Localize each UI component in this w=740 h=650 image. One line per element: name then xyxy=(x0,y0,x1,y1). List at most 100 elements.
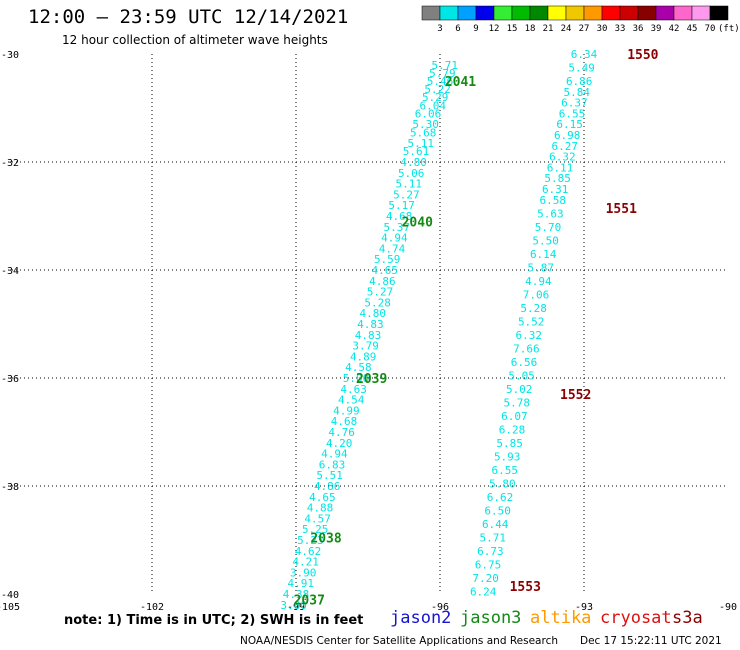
swh-value: 5.05 xyxy=(508,369,535,382)
swh-value: 6.55 xyxy=(559,107,586,120)
swh-value: 3.80 xyxy=(280,599,307,612)
color-scale-label: 24 xyxy=(561,24,572,34)
y-tick-label: -32 xyxy=(1,158,19,169)
chart-subtitle: 12 hour collection of altimeter wave hei… xyxy=(62,33,328,47)
color-scale-label: 45 xyxy=(687,24,698,34)
pass-time-label: 1550 xyxy=(627,48,658,63)
y-tick-label: -30 xyxy=(1,50,19,61)
swh-value: 5.17 xyxy=(388,199,415,212)
swh-value: 7.66 xyxy=(513,342,540,355)
swh-value: 7.06 xyxy=(523,288,550,301)
y-tick-label: -36 xyxy=(1,374,19,385)
color-swatch xyxy=(421,5,441,21)
pass-time-label: 1551 xyxy=(606,202,637,217)
pass-time-label: 2038 xyxy=(310,531,341,546)
legend-jason3: jason3 xyxy=(460,608,522,628)
color-scale: 3 6 9 12 15 18 21 24 27 30 33 36 39 42 45 70 (ft) xyxy=(421,5,740,34)
color-scale-label: 15 xyxy=(507,24,518,34)
swh-value: 4.65 xyxy=(309,491,336,504)
swh-value: 4.21 xyxy=(292,556,319,569)
swh-value: 5.50 xyxy=(532,234,559,247)
legend-jason2: jason2 xyxy=(390,608,452,628)
y-tick-label: -38 xyxy=(1,482,19,493)
swh-value: 5.71 xyxy=(432,59,459,72)
color-swatch xyxy=(457,5,477,21)
swh-value: 5.30 xyxy=(412,118,439,131)
color-scale-label: 33 xyxy=(615,24,626,34)
swh-value: 5.63 xyxy=(537,207,564,220)
legend-altika: altika xyxy=(530,608,592,628)
swh-value: 4.68 xyxy=(386,210,413,223)
swh-value: 5.61 xyxy=(403,145,430,158)
swh-value: 5.51 xyxy=(316,469,343,482)
swh-value: 4.63 xyxy=(340,383,367,396)
swh-value: 4.38 xyxy=(283,588,310,601)
swh-value: 3.90 xyxy=(290,566,317,579)
swh-value: 6.73 xyxy=(477,545,504,558)
swh-value: 5.78 xyxy=(504,396,531,409)
swh-value: 4.86 xyxy=(314,480,341,493)
x-tick-label: -90 xyxy=(719,602,737,613)
swh-value: 5.70 xyxy=(535,221,562,234)
color-scale-label: 70 xyxy=(705,24,716,34)
swh-value: 6.44 xyxy=(482,518,509,531)
swh-value: 4.68 xyxy=(331,415,358,428)
swh-value: 6.15 xyxy=(556,118,583,131)
plot-area xyxy=(8,54,728,594)
chart-title: 12:00 – 23:59 UTC 12/14/2021 xyxy=(28,6,349,28)
color-swatch xyxy=(583,5,603,21)
swh-value: 5.79 xyxy=(429,67,456,80)
swh-value: 5.29 xyxy=(422,91,449,104)
color-scale-unit: (ft) xyxy=(718,24,740,34)
x-tick-label: -99 xyxy=(287,602,305,613)
swh-values: 5.715.795.465.225.296.046.065.305.685.11… xyxy=(280,48,597,612)
swh-value: 6.83 xyxy=(319,458,346,471)
color-swatch xyxy=(601,5,621,21)
swh-value: 4.89 xyxy=(350,350,377,363)
swh-value: 5.02 xyxy=(506,383,533,396)
swh-value: 6.34 xyxy=(571,48,598,61)
swh-value: 6.31 xyxy=(542,183,569,196)
swh-value: 6.27 xyxy=(552,140,579,153)
color-scale-label: 3 xyxy=(437,24,442,34)
swh-value: 7.20 xyxy=(472,572,499,585)
swh-value: 4.80 xyxy=(360,307,387,320)
color-swatch xyxy=(439,5,459,21)
swh-value: 6.24 xyxy=(470,585,497,598)
y-tick-label: -34 xyxy=(1,266,19,277)
swh-value: 4.83 xyxy=(355,329,382,342)
swh-value: 3.79 xyxy=(352,340,379,353)
swh-value: 5.27 xyxy=(367,286,394,299)
color-scale-label: 21 xyxy=(543,24,554,34)
swh-value: 5.80 xyxy=(489,477,516,490)
color-swatch xyxy=(529,5,549,21)
swh-value: 5.84 xyxy=(564,86,591,99)
swh-value: 5.28 xyxy=(364,296,391,309)
pass-time-label: 2040 xyxy=(402,215,433,230)
swh-value: 6.04 xyxy=(420,99,447,112)
swh-value: 5.87 xyxy=(528,261,555,274)
x-tick-label: -105 xyxy=(0,602,20,613)
color-scale-label: 27 xyxy=(579,24,590,34)
swh-value: 5.85 xyxy=(496,437,523,450)
swh-value: 5.27 xyxy=(393,188,420,201)
color-scale-label: 39 xyxy=(651,24,662,34)
pass-time-label: 2041 xyxy=(445,75,476,90)
swh-value: 4.57 xyxy=(304,512,331,525)
swh-value: 5.25 xyxy=(302,523,329,536)
color-scale-label: 30 xyxy=(597,24,608,34)
swh-value: 6.62 xyxy=(487,491,514,504)
axis-ticks: -105 -102 -99 -96 -93 -90 -30 -32 -34 -36 -38 -40 xyxy=(0,50,737,613)
color-swatch xyxy=(655,5,675,21)
swh-value: 4.58 xyxy=(345,361,372,374)
swh-value: 5.28 xyxy=(520,302,547,315)
swh-value: 4.62 xyxy=(295,545,322,558)
legend-s3a: s3a xyxy=(672,608,703,628)
swh-value: 4.94 xyxy=(321,448,348,461)
color-swatch xyxy=(565,5,585,21)
swh-value: 4.76 xyxy=(328,426,355,439)
color-scale-label: 6 xyxy=(455,24,460,34)
swh-value: 6.50 xyxy=(484,504,511,517)
swh-value: 4.20 xyxy=(326,437,353,450)
